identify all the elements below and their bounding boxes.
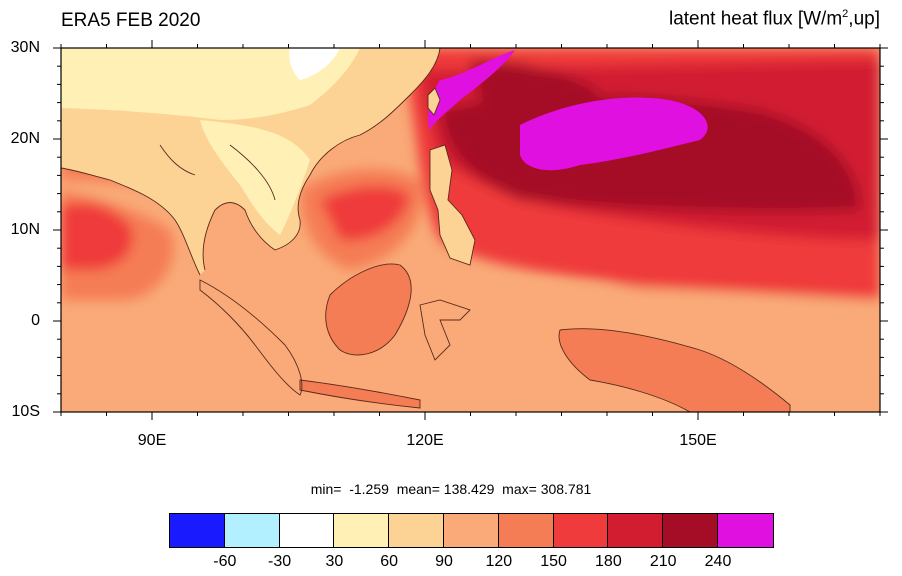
colorbar-label-2: 30 <box>325 553 344 570</box>
colorbar-label-9: 240 <box>704 553 732 570</box>
units-sup: 2 <box>842 8 849 20</box>
stats-mean: 138.429 <box>443 481 495 497</box>
colorbar-label-5: 120 <box>485 553 513 570</box>
colorbar-label-4: 90 <box>435 553 453 570</box>
colorbar-box-9 <box>663 514 718 547</box>
units-tail: ,up] <box>848 8 880 30</box>
colorbar-box-4 <box>389 514 444 547</box>
colorbar-box-2 <box>279 514 335 547</box>
colorbar-label-8: 210 <box>649 553 677 570</box>
map-title-right: latent heat flux [W/m2,up] <box>669 8 880 30</box>
stats-max: 308.781 <box>540 481 592 497</box>
units-main: latent heat flux [W/m <box>668 8 843 30</box>
colorbar-label-1: -30 <box>268 553 292 570</box>
colorbar-label-6: 150 <box>540 553 567 570</box>
colorbar-box-1 <box>224 514 280 547</box>
map-title-left: ERA5 FEB 2020 <box>61 10 201 31</box>
stats-min-label: min= <box>310 481 342 497</box>
colorbar-box-6 <box>498 514 554 547</box>
stats-min: -1.259 <box>349 481 389 497</box>
colorbar-box-5 <box>443 514 499 547</box>
stats-max-label: max= <box>502 481 537 497</box>
colorbar-box-10 <box>717 514 773 547</box>
lat-label-10s: 10S <box>11 403 40 420</box>
colorbar-box-0 <box>170 514 225 547</box>
colorbar-label-3: 60 <box>380 553 399 570</box>
stats-line: min= -1.259 mean= 138.429 max= 308.781 <box>0 481 902 497</box>
colorbar <box>169 513 774 548</box>
colorbar-box-8 <box>608 514 664 547</box>
lat-label-0: 0 <box>31 312 40 329</box>
colorbar-label-7: 180 <box>595 553 622 570</box>
flux-field <box>61 48 880 412</box>
lon-label-90e: 90E <box>137 432 167 449</box>
lat-label-30n: 30N <box>10 39 40 56</box>
colorbar-box-7 <box>553 514 609 547</box>
lat-label-10n: 10N <box>10 221 40 238</box>
lon-label-120e: 120E <box>406 432 444 449</box>
colorbar-label-0: -60 <box>213 553 237 570</box>
stats-mean-label: mean= <box>396 481 440 497</box>
lat-label-20n: 20N <box>10 130 40 147</box>
colorbar-box-3 <box>334 514 390 547</box>
lon-label-150e: 150E <box>679 432 717 449</box>
